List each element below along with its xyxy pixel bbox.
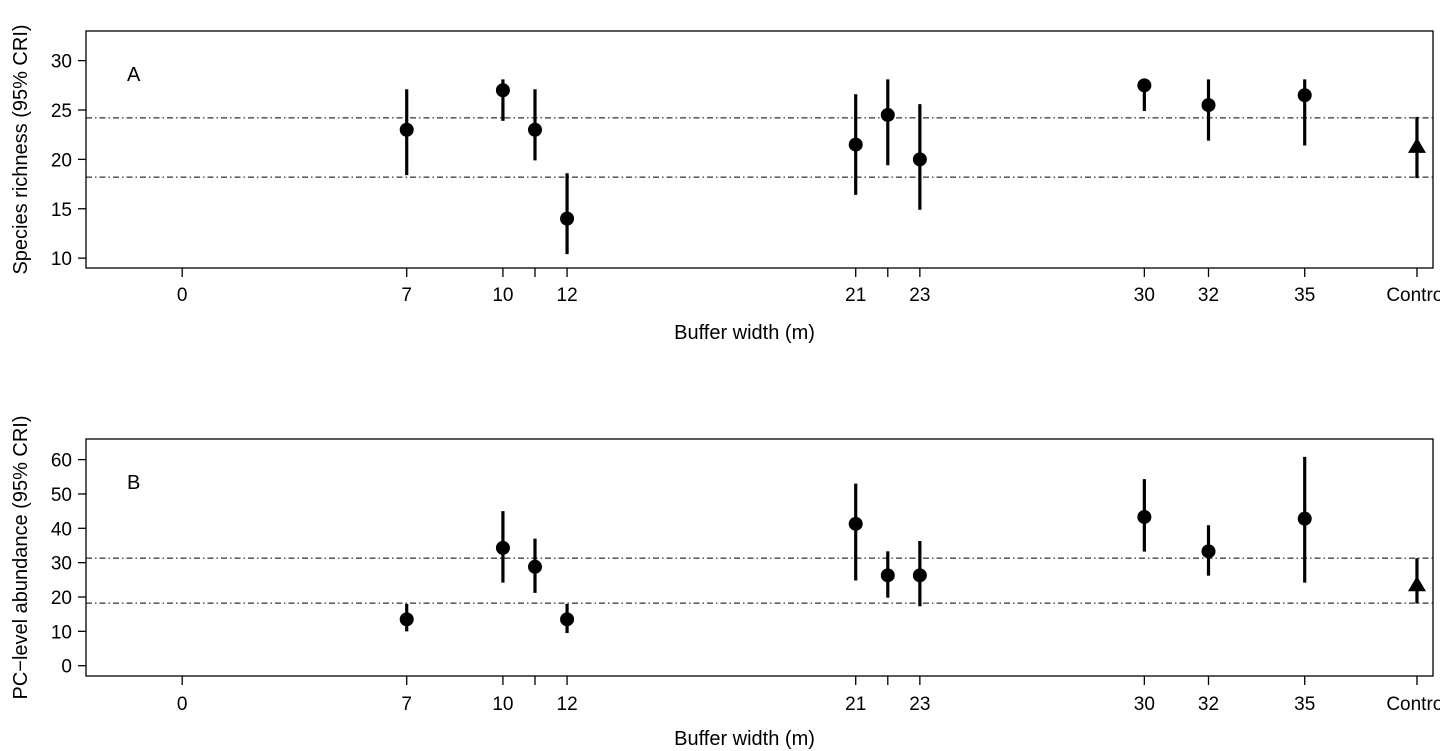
data-point	[1298, 512, 1312, 526]
x-tick-label: 30	[1134, 694, 1155, 715]
data-point	[400, 612, 414, 626]
x-tick-label: 7	[401, 285, 412, 306]
data-point	[560, 612, 574, 626]
x-tick-label: 32	[1198, 285, 1219, 306]
data-point	[849, 138, 863, 152]
panel-label: A	[127, 64, 141, 86]
data-point	[528, 560, 542, 574]
y-tick-label: 50	[51, 485, 72, 506]
data-point	[849, 517, 863, 531]
data-point	[1298, 88, 1312, 102]
y-tick-label: 30	[51, 52, 72, 73]
x-tick-label: 10	[492, 285, 513, 306]
x-tick-label: 12	[557, 694, 578, 715]
x-tick-label: 7	[401, 694, 412, 715]
y-tick-label: 30	[51, 554, 72, 575]
x-axis-title: Buffer width (m)	[674, 728, 815, 750]
x-tick-label: Control	[1386, 694, 1440, 715]
data-point	[560, 212, 574, 226]
y-tick-label: 0	[61, 657, 72, 678]
data-point	[1137, 78, 1151, 92]
y-tick-label: 60	[51, 451, 72, 472]
x-tick-label: 32	[1198, 694, 1219, 715]
x-axis-title: Buffer width (m)	[674, 322, 815, 344]
x-tick-label: 23	[909, 694, 930, 715]
x-tick-label: 30	[1134, 285, 1155, 306]
x-tick-label: 10	[492, 694, 513, 715]
x-tick-label: 12	[557, 285, 578, 306]
plot-frame	[86, 31, 1433, 268]
y-axis-title: PC−level abundance (95% CRI)	[10, 415, 32, 699]
x-tick-label: 0	[177, 285, 188, 306]
panel-a: 10 15 20 25 30 0 7 10 12 21 23 30 32 35 Control Buffer …	[10, 24, 1440, 344]
y-tick-label: 15	[51, 200, 72, 221]
data-point	[1137, 510, 1151, 524]
data-point	[528, 123, 542, 137]
data-point	[881, 568, 895, 582]
x-tick-label: 23	[909, 285, 930, 306]
x-tick-label: 21	[845, 285, 866, 306]
y-tick-label: 25	[51, 101, 72, 122]
panel-label: B	[127, 472, 140, 494]
data-point-triangle	[1408, 138, 1426, 153]
y-tick-label: 20	[51, 150, 72, 171]
panel-b: 0 10 20 30 40 50 60 0 7 10 12 21 23 30 32 35 Control Buff…	[10, 415, 1440, 750]
data-point	[496, 83, 510, 97]
data-point	[400, 123, 414, 137]
data-point	[1202, 544, 1216, 558]
y-tick-label: 10	[51, 622, 72, 643]
data-point	[913, 568, 927, 582]
data-point	[913, 152, 927, 166]
data-point	[1202, 98, 1216, 112]
data-point	[881, 108, 895, 122]
x-tick-label: 21	[845, 694, 866, 715]
y-tick-label: 40	[51, 519, 72, 540]
data-point-triangle	[1408, 576, 1426, 591]
x-tick-label: Control	[1386, 285, 1440, 306]
data-point	[496, 541, 510, 555]
y-tick-label: 10	[51, 249, 72, 270]
y-axis-title: Species richness (95% CRI)	[10, 24, 32, 274]
x-tick-label: 0	[177, 694, 188, 715]
y-tick-label: 20	[51, 588, 72, 609]
x-tick-label: 35	[1294, 694, 1315, 715]
x-tick-label: 35	[1294, 285, 1315, 306]
plot-frame	[86, 439, 1433, 676]
